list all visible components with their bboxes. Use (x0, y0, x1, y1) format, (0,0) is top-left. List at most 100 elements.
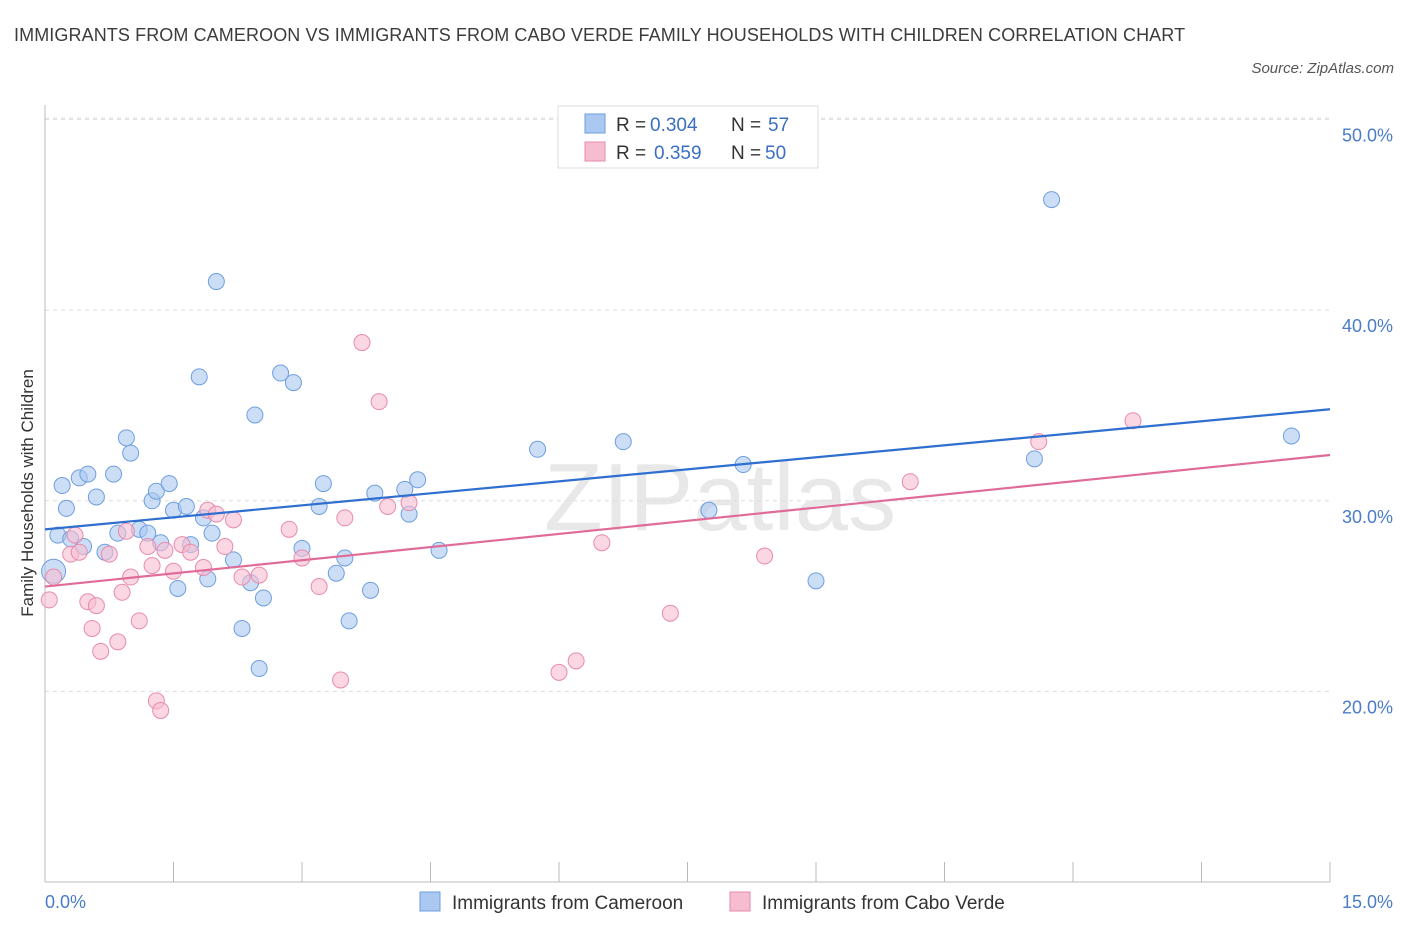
point-cameroon (614, 433, 632, 451)
point-cameroon (250, 660, 268, 678)
point-caboverde (152, 701, 170, 719)
point-caboverde (156, 541, 174, 559)
point-cameroon (700, 501, 718, 519)
trend-line-caboverde (44, 453, 1331, 588)
point-caboverde (40, 591, 58, 609)
point-cameroon (105, 465, 123, 483)
y-tick-label: 20.0% (1342, 697, 1393, 717)
chart-title: IMMIGRANTS FROM CAMEROON VS IMMIGRANTS F… (14, 25, 1186, 45)
point-caboverde (567, 652, 585, 670)
point-cameroon (122, 444, 140, 462)
bottom-legend-swatch-cameroon (419, 891, 441, 912)
series-cameroon (41, 191, 1300, 678)
point-cameroon (207, 273, 225, 291)
point-caboverde (280, 520, 298, 538)
point-cameroon (1282, 427, 1300, 445)
point-cameroon (807, 572, 825, 590)
point-cameroon (203, 524, 221, 542)
point-caboverde (353, 334, 371, 352)
point-cameroon (362, 581, 380, 599)
point-caboverde (310, 578, 328, 596)
point-cameroon (310, 497, 328, 515)
point-caboverde (756, 547, 774, 565)
point-caboverde (379, 497, 397, 515)
x-tick-label-min: 0.0% (45, 892, 86, 912)
point-caboverde (250, 566, 268, 584)
point-cameroon (147, 482, 165, 500)
watermark: ZIPatlas (544, 444, 896, 551)
point-cameroon (79, 465, 97, 483)
trend-lines (44, 408, 1331, 588)
point-caboverde (83, 619, 101, 637)
y-tick-labels: 20.0% 30.0% 40.0% 50.0% (1342, 126, 1393, 718)
legend-n-value-cameroon: 57 (768, 115, 789, 136)
point-caboverde (593, 534, 611, 552)
y-tick-label: 40.0% (1342, 316, 1393, 336)
point-cameroon (314, 475, 332, 493)
point-caboverde (336, 509, 354, 527)
legend-n-label-cameroon: N = (731, 115, 761, 136)
point-cameroon (340, 612, 358, 630)
point-caboverde (143, 557, 161, 575)
point-caboverde (661, 604, 679, 622)
point-caboverde (550, 663, 568, 681)
point-cameroon (117, 429, 135, 447)
point-caboverde (117, 522, 135, 540)
series-caboverde (40, 334, 1142, 719)
point-cameroon (409, 471, 427, 489)
legend-n-label-caboverde: N = (731, 143, 761, 164)
bottom-legend-label-cameroon: Immigrants from Cameroon (452, 893, 683, 914)
y-tick-label: 50.0% (1342, 126, 1393, 146)
series-legend: Immigrants from Cameroon Immigrants from… (419, 891, 1005, 914)
point-cameroon (160, 475, 178, 493)
point-cameroon (233, 619, 251, 637)
x-tick-label-max: 15.0% (1342, 892, 1393, 912)
point-caboverde (224, 511, 242, 529)
point-caboverde (182, 543, 200, 561)
gridlines (45, 117, 1330, 692)
point-caboverde (100, 545, 118, 563)
point-cameroon (1043, 191, 1061, 209)
point-caboverde (194, 558, 212, 576)
point-caboverde (130, 612, 148, 630)
legend-swatch-caboverde (584, 141, 606, 162)
bottom-legend-label-caboverde: Immigrants from Cabo Verde (762, 893, 1005, 914)
point-caboverde (400, 494, 418, 512)
point-caboverde (139, 538, 157, 556)
point-caboverde (66, 526, 84, 544)
point-cameroon (336, 549, 354, 567)
point-cameroon (254, 589, 272, 607)
point-caboverde (87, 597, 105, 615)
point-caboverde (901, 473, 919, 491)
point-cameroon (327, 564, 345, 582)
point-cameroon (87, 488, 105, 506)
point-caboverde (332, 671, 350, 689)
x-ticks (44, 862, 1331, 882)
y-tick-label: 30.0% (1342, 507, 1393, 527)
legend-swatch-cameroon (584, 113, 606, 134)
point-cameroon (53, 477, 71, 495)
bottom-legend-swatch-caboverde (729, 891, 751, 912)
point-cameroon (190, 368, 208, 386)
correlation-legend: R = 0.304 N = 57 R = 0.359 N = 50 (557, 105, 819, 169)
point-caboverde (109, 633, 127, 651)
point-cameroon (529, 440, 547, 458)
legend-r-value-cameroon: 0.304 (650, 115, 698, 136)
point-caboverde (92, 642, 110, 660)
point-caboverde (216, 538, 234, 556)
source-label: Source: ZipAtlas.com (1251, 60, 1394, 77)
point-caboverde (233, 568, 251, 586)
point-caboverde (70, 543, 88, 561)
y-axis-label: Family Households with Children (18, 369, 37, 617)
point-cameroon (57, 499, 75, 517)
legend-r-label-caboverde: R = (616, 143, 646, 164)
trend-line-cameroon (44, 408, 1331, 531)
point-cameroon (284, 374, 302, 392)
point-cameroon (272, 364, 290, 382)
point-cameroon (177, 497, 195, 515)
point-cameroon (246, 406, 264, 424)
point-caboverde (293, 549, 311, 567)
point-caboverde (370, 393, 388, 411)
legend-r-value-caboverde: 0.359 (654, 143, 702, 164)
